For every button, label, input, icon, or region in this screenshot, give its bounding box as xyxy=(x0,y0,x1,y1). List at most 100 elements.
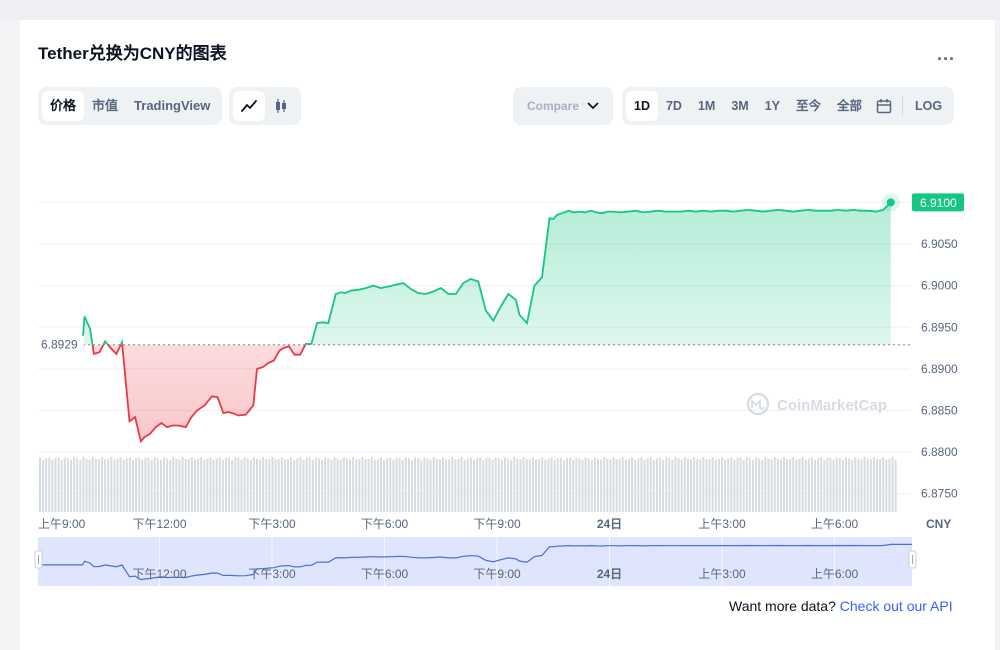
volume-bar xyxy=(829,457,832,512)
volume-bar xyxy=(801,457,804,512)
volume-bar xyxy=(361,457,364,512)
volume-bar xyxy=(885,459,888,512)
volume-bar xyxy=(308,457,311,512)
y-tick-label: 6.8850 xyxy=(921,403,958,417)
volume-bar xyxy=(429,459,432,512)
volume-bar xyxy=(432,457,435,512)
volume-bar xyxy=(730,457,733,512)
volume-bar xyxy=(547,458,550,512)
volume-bar xyxy=(194,459,196,512)
volume-bar xyxy=(479,457,482,512)
range-1m[interactable]: 1M xyxy=(697,99,716,113)
volume-bar xyxy=(187,459,190,512)
x-tick-label: 下午12:00 xyxy=(132,517,186,531)
volume-bar xyxy=(128,457,131,512)
volume-bar xyxy=(125,458,128,512)
volume-bar xyxy=(454,459,457,512)
volume-bar xyxy=(773,457,776,512)
volume-bar xyxy=(73,457,76,512)
volume-bar xyxy=(699,459,702,512)
navigator-tick-label: 下午6:00 xyxy=(361,567,409,581)
current-price-marker: 6.9100 xyxy=(881,193,964,212)
volume-bar xyxy=(597,458,599,512)
volume-bar xyxy=(668,458,671,512)
volume-bar xyxy=(302,459,305,512)
tab-price[interactable]: 价格 xyxy=(42,91,85,121)
x-tick-label: 下午3:00 xyxy=(248,517,296,531)
tab-tradingview[interactable]: TradingView xyxy=(134,98,211,113)
volume-bar xyxy=(277,459,280,512)
volume-bar xyxy=(662,460,665,512)
api-link[interactable]: Check out our API xyxy=(839,598,953,614)
volume-bar xyxy=(156,458,159,512)
volume-bar xyxy=(758,458,761,512)
volume-bar xyxy=(727,458,730,512)
y-tick-label: 6.8950 xyxy=(921,320,958,334)
range-ytd[interactable]: 至今 xyxy=(796,99,822,113)
volume-bar xyxy=(674,457,677,512)
volume-bar xyxy=(807,458,810,512)
volume-bar xyxy=(872,457,875,512)
range-1d[interactable]: 1D xyxy=(626,91,658,121)
volume-bar xyxy=(197,458,200,512)
range-7d[interactable]: 7D xyxy=(665,99,682,113)
tab-market-cap[interactable]: 市值 xyxy=(92,98,119,113)
volume-bar xyxy=(690,459,692,512)
x-axis: 上午9:00 下午12:00 下午3:00 下午6:00 下午9:00 24日 上午3:00… xyxy=(38,517,951,531)
volume-bar xyxy=(891,457,894,512)
candlestick-icon[interactable] xyxy=(265,91,297,121)
volume-bar xyxy=(132,459,134,512)
volume-bar xyxy=(621,457,624,512)
volume-bar xyxy=(42,459,45,512)
calendar-icon[interactable] xyxy=(870,91,898,121)
volume-bar xyxy=(293,459,296,512)
volume-bar xyxy=(683,457,686,512)
current-price-tag xyxy=(912,193,964,212)
volume-bar xyxy=(485,457,488,512)
volume-bar xyxy=(584,457,587,512)
compare-dropdown[interactable]: Compare with xyxy=(513,87,613,125)
more-options-icon[interactable]: ... xyxy=(937,44,956,64)
volume-bar xyxy=(869,459,872,512)
volume-bar xyxy=(531,457,534,512)
volume-bar xyxy=(866,459,869,512)
volume-bar xyxy=(798,458,801,512)
volume-bar xyxy=(538,459,541,512)
volume-bar xyxy=(79,459,82,512)
volume-bar xyxy=(231,460,234,512)
volume-bar xyxy=(717,458,720,512)
volume-bar xyxy=(448,459,451,512)
volume-bar xyxy=(280,457,283,512)
watermark: CoinMarketCap xyxy=(746,392,887,416)
range-1y[interactable]: 1Y xyxy=(764,99,781,113)
volume-bar xyxy=(97,459,100,512)
volume-bar xyxy=(138,457,141,512)
volume-bar xyxy=(556,458,559,512)
line-chart-icon[interactable] xyxy=(233,91,265,121)
volume-bar xyxy=(578,457,581,512)
volume-bar xyxy=(559,457,562,512)
range-3m[interactable]: 3M xyxy=(731,99,749,113)
volume-bar xyxy=(122,459,125,512)
volume-bars xyxy=(39,457,897,512)
x-tick-label: 上午9:00 xyxy=(38,517,86,531)
volume-bar xyxy=(166,458,169,512)
volume-bar xyxy=(457,458,460,512)
volume-bar xyxy=(190,457,193,512)
volume-bar xyxy=(76,458,79,512)
volume-bar xyxy=(810,457,813,512)
volume-bar xyxy=(290,457,293,512)
volume-bar xyxy=(789,459,792,512)
volume-bar xyxy=(894,459,897,512)
range-all[interactable]: 全部 xyxy=(837,99,863,113)
volume-bar xyxy=(469,457,472,512)
log-scale-toggle[interactable]: LOG xyxy=(915,99,943,113)
volume-bar xyxy=(776,458,779,512)
volume-bar xyxy=(370,457,373,512)
volume-bar xyxy=(659,457,661,512)
volume-bar xyxy=(376,458,379,512)
volume-bar xyxy=(225,457,227,512)
volume-bar xyxy=(234,457,237,512)
volume-bar xyxy=(383,459,386,512)
volume-bar xyxy=(268,459,271,512)
